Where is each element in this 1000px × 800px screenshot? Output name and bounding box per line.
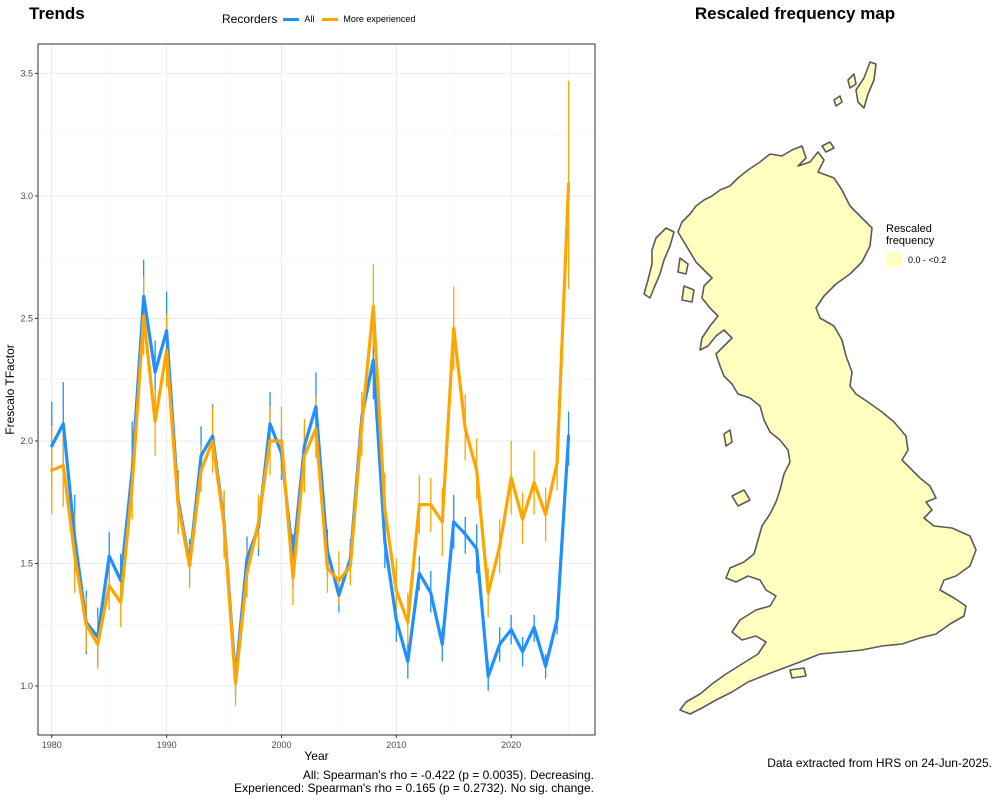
map-legend-title-line1: Rescaled — [886, 223, 932, 235]
axes: 1.0 1.5 2.0 2.5 3.0 3.5 1980 1990 2000 2010 2020 — [20, 68, 521, 750]
map-isle-of-wight — [789, 667, 807, 679]
y-tick-label: 2.0 — [20, 436, 33, 446]
map-hebrides-island — [643, 227, 675, 299]
map-legend-key: 0.0 - <0.2 — [886, 252, 946, 267]
map-anglesey — [731, 489, 751, 507]
chart-legend: Recorders All More experienced — [222, 12, 423, 26]
legend-swatch-experienced — [322, 17, 339, 21]
legend-item-experienced: More experienced — [322, 14, 415, 24]
legend-swatch-all — [283, 17, 300, 21]
map-great-britain — [677, 145, 977, 715]
y-tick-label: 1.0 — [20, 681, 33, 691]
map-legend-swatch — [886, 252, 902, 267]
series-lines — [50, 182, 571, 686]
trends-title: Trends — [29, 4, 85, 23]
legend-label-all: All — [304, 14, 315, 24]
y-tick-label: 3.0 — [20, 191, 33, 201]
x-tick-label: 1980 — [42, 740, 62, 750]
series-line-experienced — [50, 182, 571, 686]
plot-panel-border — [37, 43, 596, 736]
spearman-all-text: All: Spearman's rho = -0.422 (p = 0.0035… — [302, 768, 594, 782]
data-extract-note: Data extracted from HRS on 24-Jun-2025. — [767, 756, 992, 770]
map-shetland-island — [833, 95, 843, 107]
x-tick-label: 1990 — [157, 740, 177, 750]
legend-label-experienced: More experienced — [343, 14, 416, 24]
map-legend-key-label: 0.0 - <0.2 — [908, 254, 947, 265]
uk-frequency-map — [643, 61, 977, 715]
map-hebrides-island — [681, 285, 695, 303]
map-orkney-island — [821, 141, 835, 153]
x-tick-label: 2000 — [271, 740, 291, 750]
map-isle-of-man — [723, 429, 733, 447]
x-tick-label: 2020 — [501, 740, 521, 750]
map-shetland-island — [847, 73, 857, 89]
x-tick-label: 2010 — [386, 740, 406, 750]
map-shetland-island — [855, 61, 877, 109]
trend-chart: 1.0 1.5 2.0 2.5 3.0 3.5 1980 1990 2000 2010 2020 Y… — [3, 43, 596, 763]
spearman-experienced-text: Experienced: Spearman's rho = 0.165 (p =… — [234, 781, 594, 795]
y-tick-label: 1.5 — [20, 558, 33, 568]
y-tick-label: 2.5 — [20, 313, 33, 323]
error-bars — [51, 80, 570, 706]
map-legend: Rescaled frequency 0.0 - <0.2 — [886, 223, 946, 267]
map-hebrides-island — [677, 257, 689, 275]
legend-item-all: All — [283, 14, 314, 24]
legend-title: Recorders — [222, 12, 278, 26]
map-legend-title-line2: frequency — [886, 235, 935, 247]
map-title: Rescaled frequency map — [694, 4, 896, 23]
y-axis-label: Frescalo TFactor — [3, 344, 17, 434]
y-tick-label: 3.5 — [20, 68, 33, 78]
series-line-all — [50, 294, 571, 681]
x-axis-label: Year — [304, 749, 328, 763]
